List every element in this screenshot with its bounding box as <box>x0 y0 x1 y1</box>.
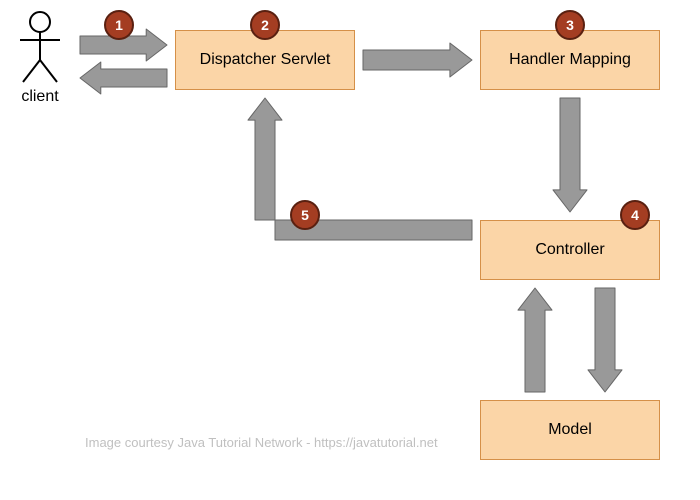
step-badge-1-num: 1 <box>115 17 123 33</box>
step-badge-3-num: 3 <box>566 17 574 33</box>
step-badge-4: 4 <box>620 200 650 230</box>
diagram-canvas: client Dispatcher Servlet Handler Mappin… <box>0 0 700 500</box>
controller-label: Controller <box>535 241 604 259</box>
step-badge-3: 3 <box>555 10 585 40</box>
dispatcher-servlet-label: Dispatcher Servlet <box>200 51 331 69</box>
step-badge-5-num: 5 <box>301 207 309 223</box>
handler-mapping-label: Handler Mapping <box>509 51 631 69</box>
step-badge-1: 1 <box>104 10 134 40</box>
image-credit: Image courtesy Java Tutorial Network - h… <box>85 435 438 450</box>
step-badge-5: 5 <box>290 200 320 230</box>
model-label: Model <box>548 421 592 439</box>
client-label: client <box>5 88 75 106</box>
client-icon <box>15 10 65 85</box>
step-badge-2: 2 <box>250 10 280 40</box>
model-box: Model <box>480 400 660 460</box>
step-badge-2-num: 2 <box>261 17 269 33</box>
step-badge-4-num: 4 <box>631 207 639 223</box>
